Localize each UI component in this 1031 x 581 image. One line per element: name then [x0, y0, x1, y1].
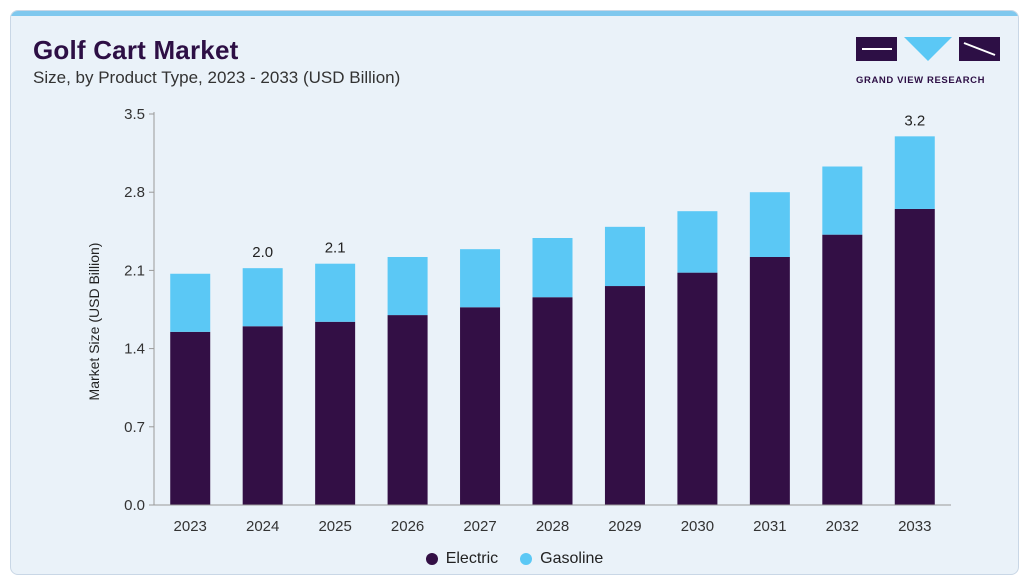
stacked-bar-chart: 0.00.71.42.12.83.5 2023 2024 2025 2026 2027 2… [86, 106, 951, 535]
x-axis-ticks: 2023 2024 2025 2026 2027 2028 2029 2030 2031 2032… [174, 518, 932, 535]
legend-item-gasoline: Gasoline [520, 550, 603, 568]
bar-electric-2032 [822, 234, 863, 505]
bar-gasoline-2031 [749, 192, 790, 257]
bar-gasoline-2030 [677, 211, 718, 273]
x-tick-label: 2029 [608, 518, 641, 535]
bar-electric-2030 [677, 272, 718, 505]
bar-electric-2026 [387, 315, 428, 505]
y-axis-title: Market Size (USD Billion) [86, 243, 102, 401]
data-label-2025: 2.1 [325, 240, 346, 257]
data-labels: 2.0 2.1 3.2 [252, 112, 925, 261]
bar-electric-2028 [532, 297, 573, 505]
legend-label-gasoline: Gasoline [540, 550, 604, 567]
legend-swatch-electric [425, 553, 438, 565]
bar-electric-2027 [460, 307, 501, 505]
bar-electric-2024 [242, 326, 283, 505]
bars [170, 136, 935, 505]
bar-electric-2031 [749, 256, 790, 505]
bar-gasoline-2028 [532, 238, 573, 298]
x-tick-label: 2031 [753, 518, 786, 535]
chart-subtitle: Size, by Product Type, 2023 - 2033 (USD … [33, 68, 401, 87]
bar-gasoline-2023 [170, 273, 211, 332]
x-tick-label: 2028 [536, 518, 569, 535]
bar-gasoline-2025 [315, 263, 356, 322]
data-label-2024: 2.0 [252, 244, 273, 261]
legend: Electric Gasoline [11, 550, 1018, 568]
logo-mark-icon [856, 37, 1000, 61]
y-tick-label: 2.1 [124, 262, 145, 279]
bar-electric-2033 [894, 208, 935, 505]
chart-card: Golf Cart Market Size, by Product Type, … [10, 10, 1019, 575]
x-tick-label: 2032 [826, 518, 859, 535]
accent-top-bar [11, 11, 1018, 16]
chart-title: Golf Cart Market [33, 35, 239, 65]
x-tick-label: 2030 [681, 518, 714, 535]
legend-item-electric: Electric [425, 550, 499, 568]
y-tick-label: 3.5 [124, 106, 145, 123]
bar-electric-2023 [170, 331, 211, 505]
x-tick-label: 2027 [463, 518, 496, 535]
x-tick-label: 2033 [898, 518, 931, 535]
x-tick-label: 2023 [174, 518, 207, 535]
y-tick-label: 2.8 [124, 184, 145, 201]
bar-gasoline-2027 [460, 249, 501, 308]
bar-electric-2025 [315, 321, 356, 505]
bar-gasoline-2026 [387, 256, 428, 316]
data-label-2033: 3.2 [904, 112, 925, 129]
legend-swatch-gasoline [520, 553, 533, 565]
y-tick-label: 1.4 [124, 341, 145, 358]
legend-label-electric: Electric [445, 550, 499, 567]
bar-gasoline-2029 [604, 226, 645, 287]
x-tick-label: 2026 [391, 518, 424, 535]
bar-electric-2029 [604, 286, 645, 505]
y-tick-label: 0.0 [124, 497, 145, 514]
y-tick-label: 0.7 [124, 419, 145, 436]
logo-text: GRAND VIEW RESEARCH [856, 75, 986, 86]
bar-gasoline-2032 [822, 166, 863, 235]
x-tick-label: 2024 [246, 518, 279, 535]
brand-logo: GRAND VIEW RESEARCH [856, 37, 1001, 89]
y-axis-ticks: 0.0 0.7 1.4 2.1 2.8 3.5 [124, 106, 154, 514]
bar-gasoline-2033 [894, 136, 935, 209]
bar-gasoline-2024 [242, 268, 283, 327]
x-tick-label: 2025 [318, 518, 351, 535]
